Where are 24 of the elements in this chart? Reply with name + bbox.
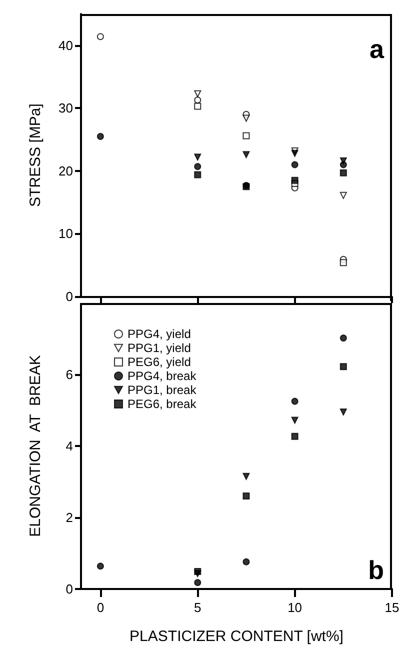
x-tick-label: 0 <box>96 600 104 615</box>
y-axis-title: STRESS [MPa] <box>27 104 44 207</box>
y-tick-label: 30 <box>58 100 73 116</box>
annotation: a <box>370 34 385 64</box>
legend-label: PPG1, yield <box>128 341 191 355</box>
x-tick-label: 5 <box>194 600 202 615</box>
x-tick-label: 15 <box>384 600 400 615</box>
annotation: b <box>368 555 384 585</box>
y-tick-label: 2 <box>66 510 73 525</box>
y-tick-label: 20 <box>58 163 73 178</box>
y-tick-label: 4 <box>66 438 73 454</box>
x-tick-label: 10 <box>288 600 302 615</box>
x-axis-title: PLASTICIZER CONTENT [wt%] <box>130 628 344 645</box>
y-tick-label: 10 <box>58 226 73 242</box>
legend-label: PEG6, break <box>128 397 198 411</box>
legend-label: PPG4, break <box>128 369 198 383</box>
y-axis-title: ELONGATION AT BREAK <box>27 355 44 537</box>
legend-label: PEG6, yield <box>128 355 191 369</box>
y-tick-label: 6 <box>66 367 73 382</box>
legend-label: PPG4, yield <box>128 327 191 341</box>
y-tick-label: 0 <box>66 289 73 304</box>
y-tick-label: 0 <box>66 582 73 596</box>
legend-label: PPG1, break <box>128 383 198 397</box>
y-tick-label: 40 <box>58 38 73 53</box>
